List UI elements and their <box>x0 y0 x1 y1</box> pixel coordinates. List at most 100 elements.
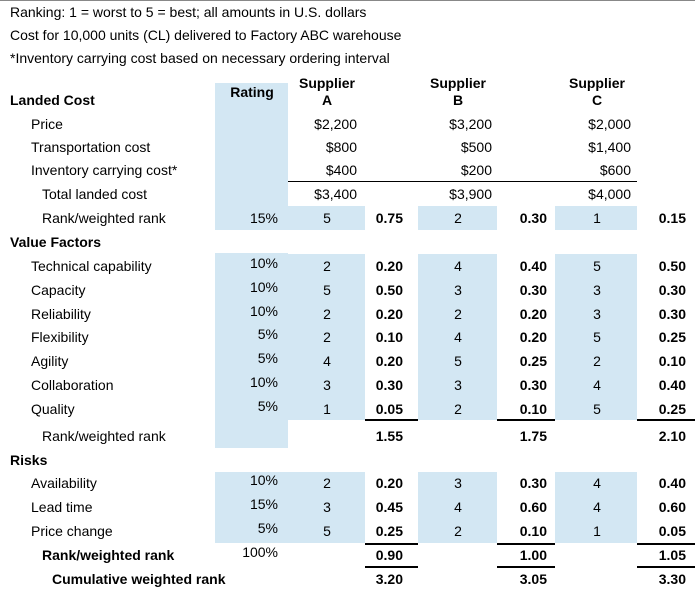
rank-cell: 3 <box>323 499 331 515</box>
weighted-total: 3.30 <box>658 571 686 587</box>
rank-cell: 2 <box>454 400 462 417</box>
weighted-total: 1.00 <box>519 547 547 563</box>
rank-cell: 2 <box>323 475 331 491</box>
rank-shade <box>555 472 637 543</box>
weighted-cell: 0.05 <box>375 400 403 417</box>
weighted-cell: 0.60 <box>658 499 686 515</box>
rank-cell: 1 <box>323 400 331 417</box>
rating-header: Rating <box>230 84 274 100</box>
rank-cell: 3 <box>593 305 601 322</box>
rank-cell: 5 <box>593 400 601 417</box>
rank-cell: 3 <box>454 377 462 393</box>
cost-cell: $2,000 <box>588 116 631 132</box>
row-label: Quality <box>31 400 75 417</box>
rating-cell: 15% <box>249 210 278 226</box>
note: Cost for 10,000 units (CL) delivered to … <box>10 27 402 43</box>
rating-cell: 5% <box>257 350 278 367</box>
rank-cell: 2 <box>323 305 331 322</box>
sum-rule <box>497 419 555 421</box>
top-rule <box>0 0 695 1</box>
row-label: Collaboration <box>31 377 114 393</box>
row-label: Cumulative weighted rank <box>52 571 226 587</box>
sum-rule <box>497 543 555 545</box>
rank-shade <box>288 254 365 420</box>
sum-rule <box>365 543 418 545</box>
rank-cell: 4 <box>593 499 601 515</box>
weighted-cell: 0.25 <box>375 523 403 539</box>
section-title: Risks <box>10 452 48 468</box>
rating-shade <box>215 472 288 543</box>
sum-rule <box>365 566 418 568</box>
weighted-cell: 0.40 <box>519 258 547 274</box>
weighted-total: 0.90 <box>375 547 403 563</box>
row-label: Flexibility <box>31 329 89 346</box>
weighted-total: 3.05 <box>519 571 547 587</box>
weighted-total: 3.20 <box>375 571 403 587</box>
weighted-cell: 0.10 <box>375 329 403 346</box>
rank-cell: 1 <box>593 210 601 226</box>
weighted-total: 1.05 <box>658 547 686 563</box>
weighted-cell: 0.40 <box>658 475 686 491</box>
cost-cell: $3,200 <box>449 116 492 132</box>
row-label: Technical capability <box>31 258 152 274</box>
rank-cell: 5 <box>593 329 601 346</box>
weighted-cell: 0.40 <box>658 377 686 393</box>
section-title: Value Factors <box>10 234 102 250</box>
sum-rule <box>637 566 695 568</box>
rank-cell: 3 <box>323 377 331 393</box>
rank-cell: 4 <box>593 377 601 393</box>
weighted-cell: 0.50 <box>375 281 403 298</box>
rank-cell: 4 <box>323 353 331 370</box>
row-label: Lead time <box>31 499 93 515</box>
rating-cell: 10% <box>249 278 278 295</box>
rank-shade <box>418 472 497 543</box>
rank-cell: 5 <box>323 210 331 226</box>
rank-cell: 5 <box>593 258 601 274</box>
row-label: Reliability <box>31 305 91 322</box>
weighted-cell: 0.50 <box>658 258 686 274</box>
weighted-cell: 0.25 <box>658 400 686 417</box>
weighted-cell: 0.10 <box>658 353 686 370</box>
rating-cell: 5% <box>257 397 278 414</box>
rank-shade <box>418 254 497 420</box>
row-label: Rank/weighted rank <box>42 210 166 226</box>
supplier-header: B <box>452 92 464 108</box>
rating-cell: 5% <box>257 520 278 536</box>
supplier-header: Supplier <box>429 75 486 91</box>
cost-cell: $1,400 <box>588 139 631 155</box>
rank-cell: 4 <box>454 258 462 274</box>
rating-cell: 10% <box>249 374 278 390</box>
weighted-cell: 0.20 <box>375 475 403 491</box>
sum-rule <box>365 419 418 421</box>
row-label: Inventory carrying cost* <box>31 162 178 178</box>
rank-cell: 3 <box>454 475 462 491</box>
weighted-cell: 0.30 <box>658 305 686 322</box>
row-label: Agility <box>31 353 69 370</box>
rank-cell: 4 <box>593 475 601 491</box>
row-label: Availability <box>31 475 97 491</box>
weighted-cell: 0.05 <box>658 523 686 539</box>
weighted-cell: 0.10 <box>519 523 547 539</box>
weighted-cell: 0.30 <box>519 281 547 298</box>
rank-shade <box>418 206 497 230</box>
rank-cell: 3 <box>593 281 601 298</box>
weighted-cell: 0.30 <box>658 281 686 298</box>
weighted-total: 1.55 <box>375 428 403 444</box>
cost-cell: $2,200 <box>314 116 357 132</box>
rank-cell: 4 <box>454 329 462 346</box>
rank-cell: 3 <box>454 281 462 298</box>
rating-shade <box>215 253 288 448</box>
weighted-cell: 0.30 <box>519 210 547 226</box>
rank-cell: 4 <box>454 499 462 515</box>
weighted-cell: 0.20 <box>519 305 547 322</box>
rank-shade <box>555 206 637 230</box>
cost-cell: $800 <box>325 139 357 155</box>
row-label: Capacity <box>31 281 86 298</box>
cost-cell: $500 <box>460 139 492 155</box>
rank-cell: 2 <box>454 210 462 226</box>
rating-cell: 15% <box>249 496 278 512</box>
supplier-header: A <box>321 92 333 108</box>
rank-cell: 5 <box>454 353 462 370</box>
sum-rule <box>637 543 695 545</box>
